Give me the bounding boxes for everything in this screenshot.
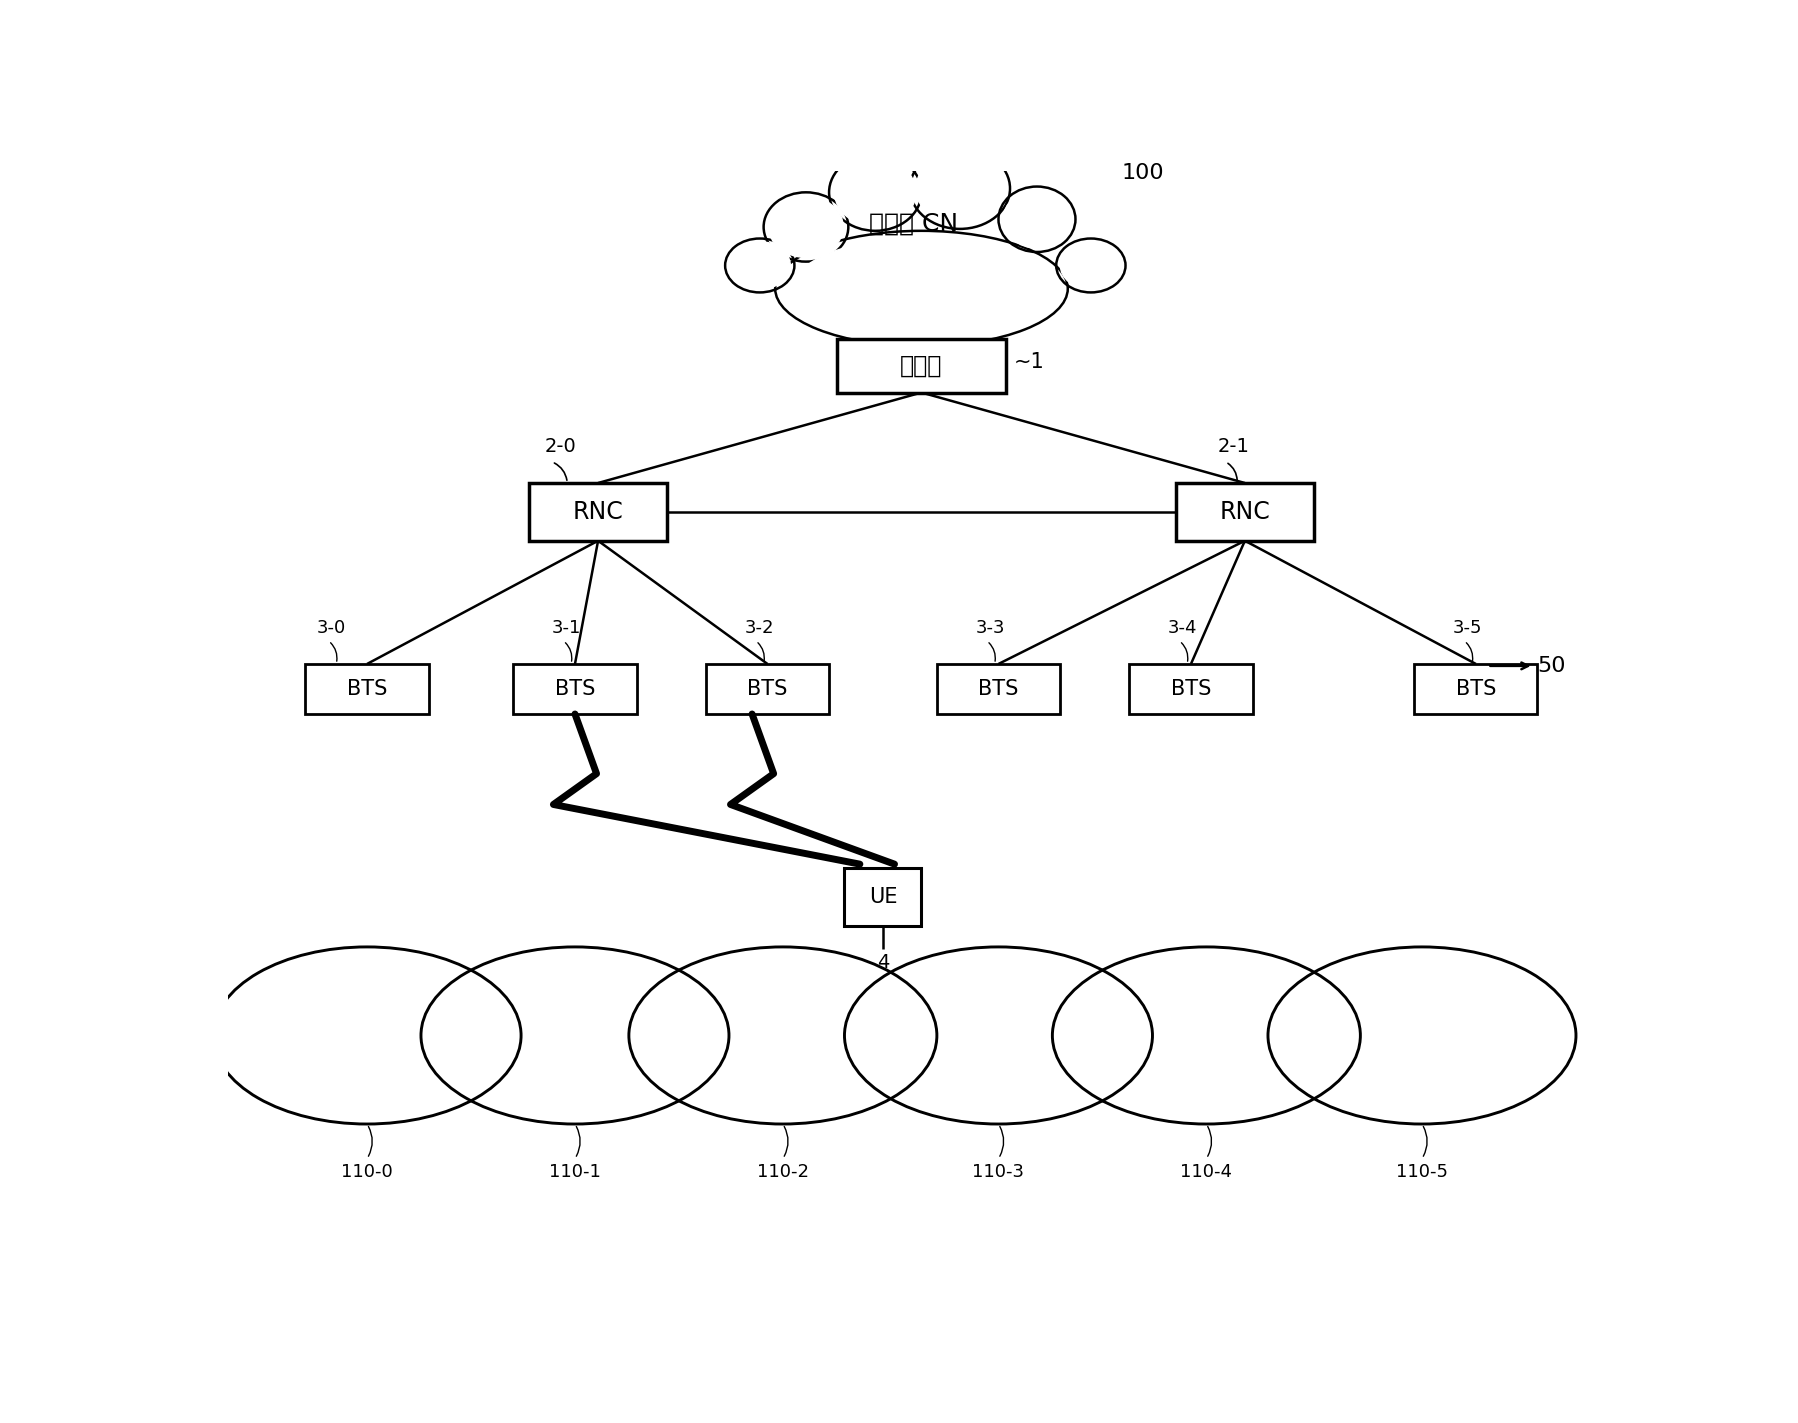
FancyBboxPatch shape [306,665,428,714]
Text: 2-0: 2-0 [545,437,575,457]
FancyBboxPatch shape [514,665,636,714]
Text: RNC: RNC [1219,499,1269,524]
Text: BTS: BTS [347,679,387,699]
Ellipse shape [1055,239,1126,292]
FancyBboxPatch shape [1129,665,1253,714]
Text: 核心网 CN: 核心网 CN [868,211,958,235]
Ellipse shape [834,158,915,226]
Ellipse shape [775,231,1068,346]
Text: 110-4: 110-4 [1179,1163,1232,1181]
FancyBboxPatch shape [707,665,829,714]
Ellipse shape [730,242,791,289]
Text: RNC: RNC [574,499,624,524]
Ellipse shape [915,152,1003,223]
Ellipse shape [1061,242,1122,289]
FancyBboxPatch shape [529,482,667,541]
Text: 100: 100 [1122,164,1165,184]
Ellipse shape [764,192,849,262]
Text: 50: 50 [1537,656,1566,676]
Text: 3-0: 3-0 [316,619,347,638]
Text: ~1: ~1 [1014,351,1045,371]
Text: 3-3: 3-3 [975,619,1005,638]
FancyBboxPatch shape [1176,482,1314,541]
FancyBboxPatch shape [836,339,1007,393]
Ellipse shape [910,148,1010,229]
Ellipse shape [725,239,795,292]
Ellipse shape [998,186,1075,252]
Ellipse shape [1003,191,1072,248]
Text: 交换机: 交换机 [901,353,942,377]
Text: BTS: BTS [748,679,788,699]
FancyBboxPatch shape [1415,665,1537,714]
Text: 110-5: 110-5 [1395,1163,1447,1181]
Text: 3-5: 3-5 [1453,619,1482,638]
Text: 110-3: 110-3 [973,1163,1025,1181]
Text: BTS: BTS [1456,679,1496,699]
Text: 110-1: 110-1 [548,1163,601,1181]
FancyBboxPatch shape [937,665,1061,714]
Text: BTS: BTS [978,679,1019,699]
Ellipse shape [793,238,1050,340]
Text: 2-1: 2-1 [1217,437,1250,457]
Text: 110-0: 110-0 [342,1163,394,1181]
Text: 110-2: 110-2 [757,1163,809,1181]
Ellipse shape [770,196,843,258]
Text: 3-2: 3-2 [744,619,773,638]
Text: BTS: BTS [556,679,595,699]
Text: BTS: BTS [1170,679,1212,699]
Text: 3-4: 3-4 [1169,619,1197,638]
Text: 4: 4 [877,952,890,972]
FancyBboxPatch shape [845,868,922,926]
Text: UE: UE [868,887,897,906]
Ellipse shape [829,154,922,231]
Text: 3-1: 3-1 [552,619,581,638]
